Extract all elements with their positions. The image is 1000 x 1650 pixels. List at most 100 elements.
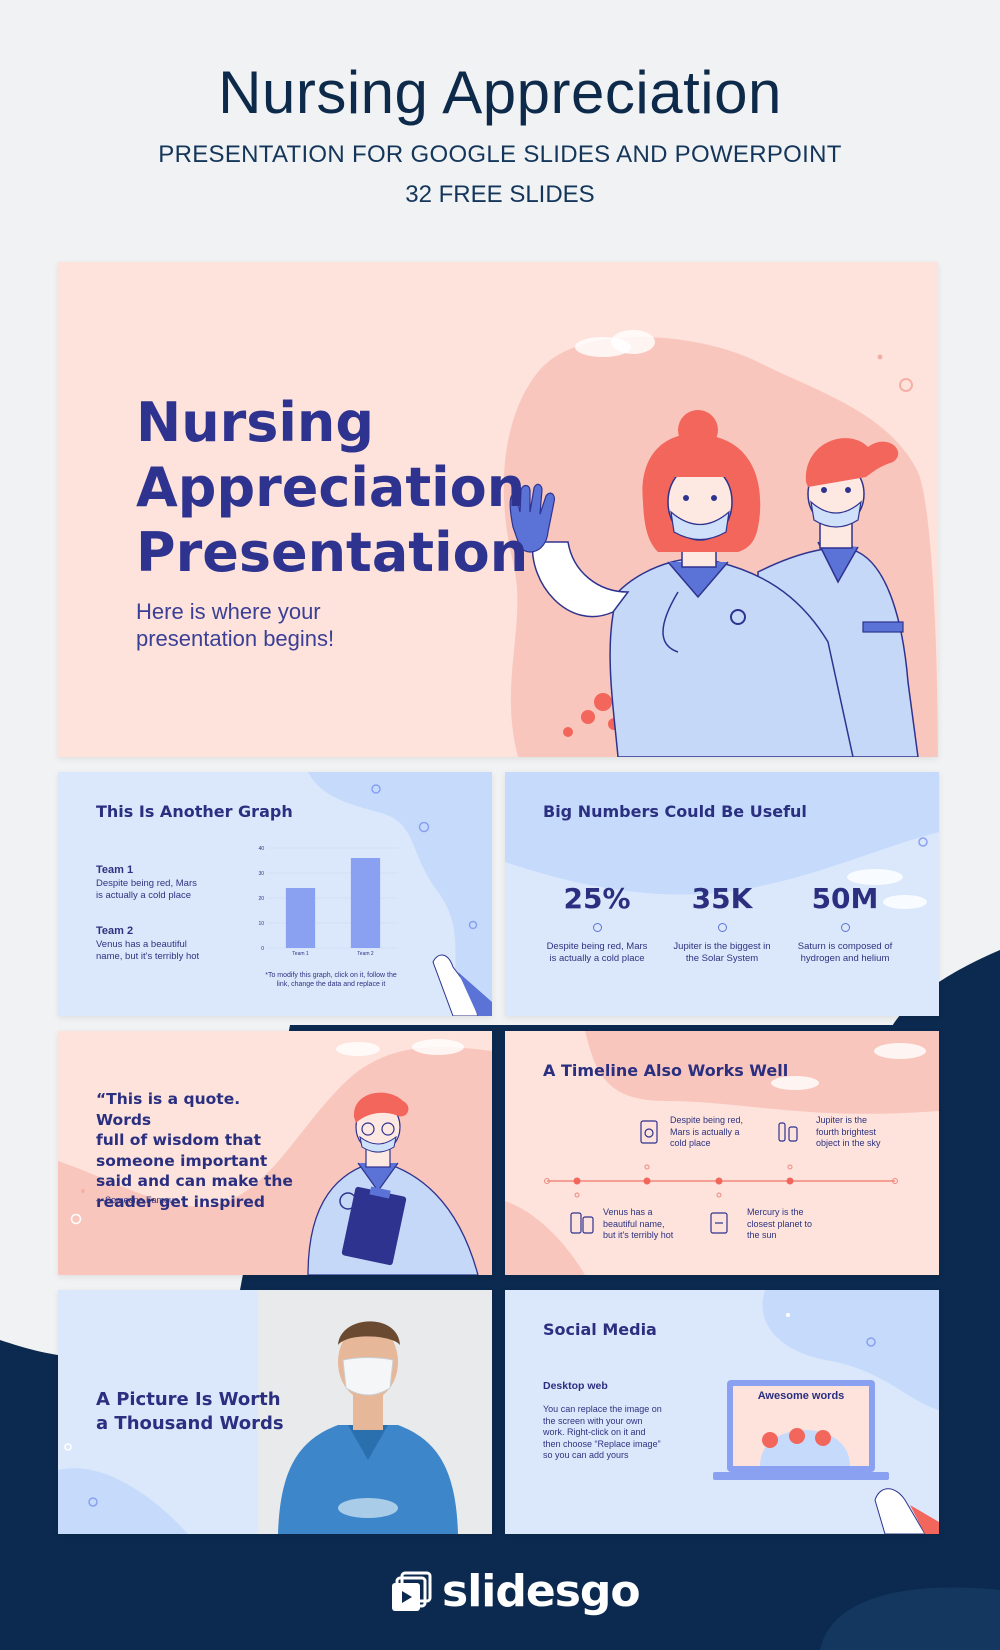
graph-slide-decor bbox=[308, 772, 492, 1016]
hero-title-line3: Presentation bbox=[136, 521, 529, 584]
big-number-2-value: 35K bbox=[691, 882, 753, 915]
bar-1[interactable] bbox=[285, 888, 316, 948]
dot-icon bbox=[592, 923, 602, 932]
quote-slide[interactable]: “This is a quote. Words full of wisdom t… bbox=[58, 1031, 492, 1275]
big-number-2-desc: Jupiter is the biggest in the Solar Syst… bbox=[662, 941, 782, 965]
quote-text: “This is a quote. Words full of wisdom t… bbox=[96, 1089, 296, 1212]
team2-block: Team 2 Venus has a beautiful name, but i… bbox=[96, 925, 246, 963]
timeline-item-2-line1: Jupiter is the bbox=[816, 1115, 868, 1125]
team1-block: Team 1 Despite being red, Mars is actual… bbox=[96, 864, 246, 902]
team1-desc-line2: is actually a cold place bbox=[96, 890, 192, 901]
header: Nursing Appreciation PRESENTATION FOR GO… bbox=[0, 0, 1000, 209]
social-desc-line1: You can replace the image on bbox=[543, 1404, 662, 1414]
dot-icon bbox=[840, 923, 850, 932]
timeline-item-1: Despite being red, Mars is actually a co… bbox=[670, 1115, 760, 1150]
hero-subtitle-line1: Here is where your bbox=[136, 599, 321, 624]
x-tick-label: Team 1 bbox=[292, 951, 309, 957]
big-number-3-desc: Saturn is composed of hydrogen and heliu… bbox=[785, 941, 905, 965]
social-slide[interactable]: Social Media Desktop web You can replace… bbox=[505, 1290, 939, 1534]
picture-slide[interactable]: A Picture Is Worth a Thousand Words bbox=[58, 1290, 492, 1534]
social-slide-decor bbox=[713, 1290, 939, 1534]
bar-2[interactable] bbox=[350, 858, 381, 948]
y-tick-label: 10 bbox=[258, 921, 264, 927]
hero-title: Nursing Appreciation Presentation bbox=[136, 390, 528, 585]
graph-note-line1: *To modify this graph, click on it, foll… bbox=[265, 972, 397, 979]
social-desc-line2: the screen with your own bbox=[543, 1415, 643, 1426]
quote-line1: “This is a quote. Words bbox=[96, 1090, 241, 1129]
quote-slide-illustration bbox=[58, 1039, 492, 1275]
big-number-3: 50M Saturn is composed of hydrogen and h… bbox=[785, 882, 905, 965]
quote-line4: said and can make the bbox=[96, 1172, 293, 1190]
social-desc-line3: work. Right-click on it and bbox=[543, 1427, 646, 1437]
big-number-1-desc-line1: Despite being red, Mars bbox=[546, 941, 648, 952]
numbers-slide[interactable]: Big Numbers Could Be Useful 25% Despite … bbox=[505, 772, 939, 1016]
y-tick-label: 30 bbox=[258, 871, 264, 877]
slidesgo-brand: slidesgo bbox=[442, 1566, 641, 1617]
big-number-2: 35K Jupiter is the biggest in the Solar … bbox=[662, 882, 782, 965]
team1-desc-line1: Despite being red, Mars bbox=[96, 878, 197, 889]
quote-line2: full of wisdom that bbox=[96, 1131, 262, 1149]
graph-slide[interactable]: This Is Another Graph Team 1 Despite bei… bbox=[58, 772, 492, 1016]
timeline-item-4-line3: the sun bbox=[747, 1230, 777, 1240]
timeline-item-4-line2: closest planet to bbox=[747, 1218, 813, 1229]
timeline-item-3-line2: beautiful name, bbox=[603, 1218, 665, 1229]
timeline-item-1-line1: Despite being red, bbox=[670, 1115, 744, 1125]
page-title: Nursing Appreciation bbox=[218, 59, 782, 126]
y-tick-label: 20 bbox=[258, 896, 264, 902]
timeline-slide[interactable]: A Timeline Also Works Well Despite being… bbox=[505, 1031, 939, 1275]
team2-title: Team 2 bbox=[96, 925, 134, 937]
team2-desc-line2: name, but it's terribly hot bbox=[96, 951, 200, 962]
timeline-item-3-line3: but it's terribly hot bbox=[603, 1230, 674, 1240]
graph-slide-title: This Is Another Graph bbox=[96, 802, 293, 821]
big-number-1-desc: Despite being red, Mars is actually a co… bbox=[537, 941, 657, 965]
numbers-slide-title: Big Numbers Could Be Useful bbox=[543, 802, 807, 821]
timeline-item-2: Jupiter is the fourth brightest object i… bbox=[816, 1115, 906, 1150]
picture-title-line1: A Picture Is Worth bbox=[96, 1389, 281, 1410]
picture-slide-title: A Picture Is Worth a Thousand Words bbox=[96, 1388, 284, 1436]
page-subtitle: PRESENTATION FOR GOOGLE SLIDES AND POWER… bbox=[158, 141, 842, 168]
picture-title-line2: a Thousand Words bbox=[96, 1413, 284, 1434]
dot-icon bbox=[717, 923, 727, 932]
hero-illustration bbox=[503, 330, 938, 757]
slides-count: 32 FREE SLIDES bbox=[405, 181, 595, 208]
big-number-1-value: 25% bbox=[563, 882, 631, 915]
social-subtitle: Desktop web bbox=[543, 1380, 608, 1392]
big-number-1: 25% Despite being red, Mars is actually … bbox=[537, 882, 657, 965]
big-number-3-desc-line1: Saturn is composed of bbox=[797, 941, 893, 952]
timeline-item-3-line1: Venus has a bbox=[603, 1207, 653, 1217]
timeline-item-2-line2: fourth brightest bbox=[816, 1126, 877, 1137]
timeline-item-4: Mercury is the closest planet to the sun bbox=[747, 1207, 837, 1242]
hero-subtitle-line2: presentation begins! bbox=[136, 626, 335, 651]
graph-note-line2: link, change the data and replace it bbox=[276, 980, 386, 988]
timeline-item-4-line1: Mercury is the bbox=[747, 1207, 804, 1217]
big-number-3-value: 50M bbox=[811, 882, 879, 915]
bar-chart[interactable]: 0 10 20 30 40 Team 1 Team 2 bbox=[250, 842, 410, 960]
timeline-item-2-line3: object in the sky bbox=[816, 1138, 881, 1148]
hero-title-line1: Nursing bbox=[136, 391, 375, 454]
big-number-2-desc-line2: the Solar System bbox=[685, 953, 759, 964]
numbers-slide-decor bbox=[505, 772, 939, 909]
y-tick-label: 40 bbox=[258, 846, 264, 852]
picture-slide-photo bbox=[58, 1290, 492, 1534]
timeline-slide-title: A Timeline Also Works Well bbox=[543, 1061, 789, 1080]
hero-slide[interactable]: Nursing Appreciation Presentation Here i… bbox=[58, 262, 938, 757]
social-slide-title: Social Media bbox=[543, 1320, 657, 1339]
graph-note: *To modify this graph, click on it, foll… bbox=[256, 972, 406, 989]
slidesgo-logo[interactable]: slidesgo bbox=[392, 1566, 641, 1617]
quote-line5: reader get inspired bbox=[96, 1192, 265, 1211]
slidesgo-logo-icon bbox=[392, 1571, 432, 1611]
x-tick-label: Team 2 bbox=[357, 951, 374, 957]
team1-title: Team 1 bbox=[96, 864, 134, 876]
social-desc-line4: then choose “Replace image” bbox=[543, 1438, 661, 1449]
big-number-3-desc-line2: hydrogen and helium bbox=[800, 953, 890, 964]
quote-author: —Someone Famous bbox=[96, 1195, 179, 1205]
big-number-1-desc-line2: is actually a cold place bbox=[549, 953, 645, 964]
y-tick-label: 0 bbox=[261, 946, 264, 952]
social-description: You can replace the image on the screen … bbox=[543, 1404, 693, 1462]
big-number-2-desc-line1: Jupiter is the biggest in bbox=[673, 941, 771, 952]
timeline-item-3: Venus has a beautiful name, but it's ter… bbox=[603, 1207, 693, 1242]
social-desc-line5: so you can add yours bbox=[543, 1450, 629, 1460]
timeline-decor bbox=[505, 1031, 939, 1275]
screen-title: Awesome words bbox=[757, 1390, 845, 1402]
timeline-item-1-line2: Mars is actually a bbox=[670, 1126, 740, 1137]
